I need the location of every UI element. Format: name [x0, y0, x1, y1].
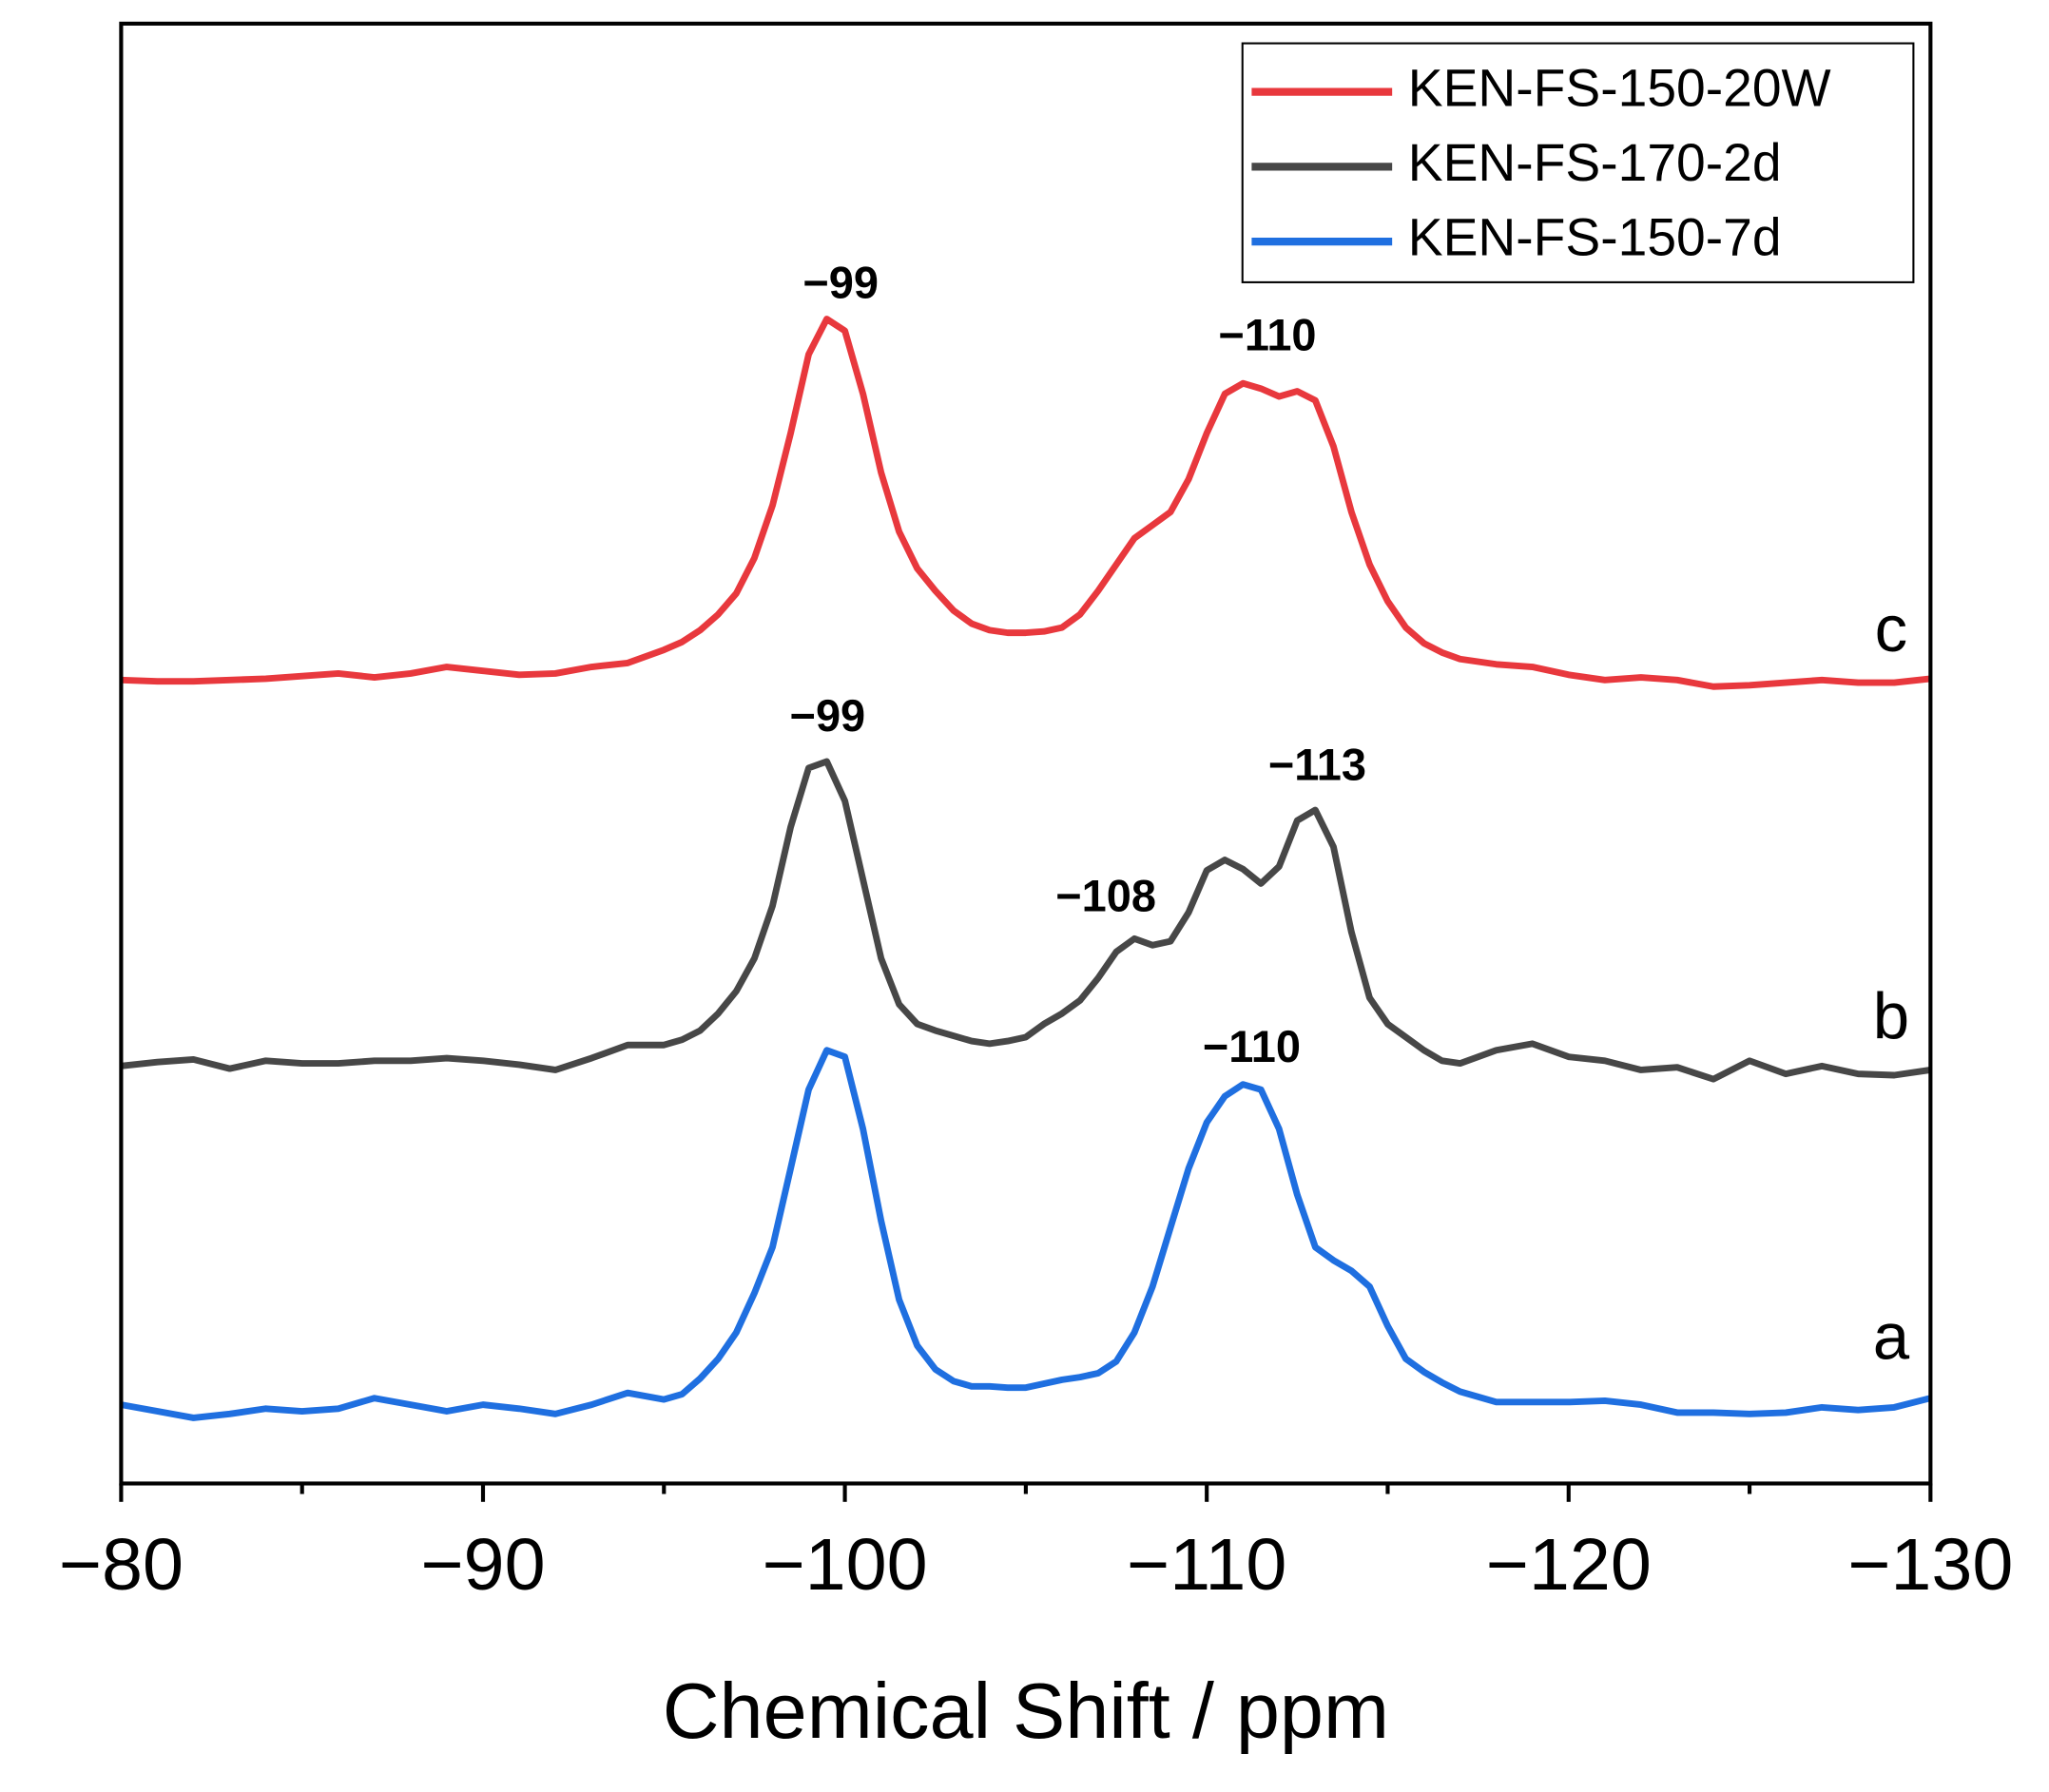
- peak-label: −99: [790, 690, 866, 741]
- peak-label: −110: [1218, 310, 1316, 360]
- spectrum-line: [121, 758, 1931, 1083]
- spectrum-line: [120, 1047, 1932, 1421]
- legend-label: KEN-FS-150-20W: [1408, 58, 1831, 117]
- curve-label: b: [1873, 979, 1909, 1053]
- legend-label: KEN-FS-170-2d: [1408, 133, 1782, 192]
- curve-label: a: [1873, 1300, 1910, 1374]
- x-axis-label: Chemical Shift / ppm: [663, 1667, 1389, 1755]
- frame: [119, 21, 1933, 1486]
- peak-label: −99: [802, 257, 879, 307]
- x-tick-label: −110: [1127, 1524, 1286, 1606]
- peak-label: −110: [1203, 1021, 1301, 1071]
- x-tick-label: −120: [1486, 1524, 1652, 1606]
- spectrum-line: [121, 316, 1931, 690]
- peak-label: −108: [1055, 870, 1156, 920]
- x-tick-label: −100: [762, 1524, 927, 1606]
- x-tick-label: −90: [420, 1524, 545, 1606]
- x-tick-label: −130: [1847, 1524, 2013, 1606]
- peak-label: −113: [1268, 739, 1366, 789]
- legend-label: KEN-FS-150-7d: [1408, 208, 1782, 267]
- x-tick-label: −80: [59, 1524, 184, 1606]
- curve-label: c: [1875, 591, 1908, 665]
